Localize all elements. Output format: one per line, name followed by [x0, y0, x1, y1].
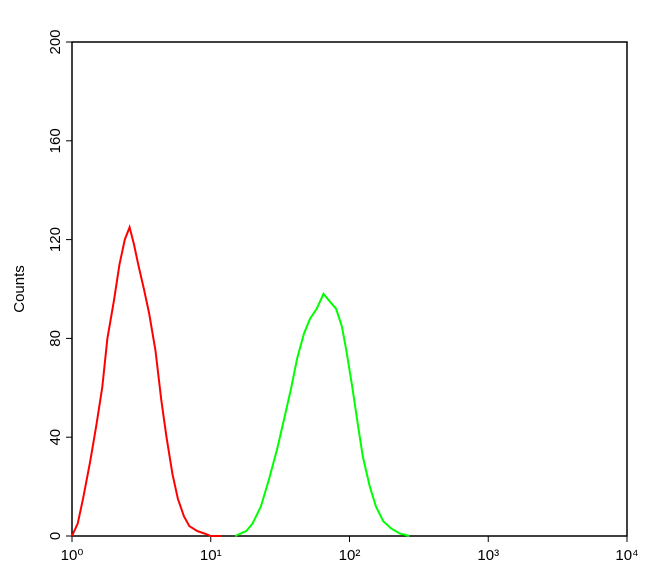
x-tick-label: 10⁴ — [615, 547, 638, 564]
y-tick-label: 80 — [47, 330, 64, 347]
y-tick-label: 200 — [47, 29, 64, 54]
histogram-line — [234, 292, 410, 537]
histogram-line — [71, 224, 222, 537]
y-tick-label: 160 — [47, 128, 64, 153]
y-tick-label: 40 — [47, 429, 64, 446]
y-tick-label: 120 — [47, 227, 64, 252]
x-tick-label: 10³ — [477, 547, 499, 564]
y-axis-label: Counts — [11, 265, 28, 313]
plot-frame — [71, 41, 628, 537]
y-tick-label: 0 — [47, 532, 64, 540]
x-tick-label: 10¹ — [200, 547, 222, 564]
x-tick-label: 10⁰ — [61, 547, 84, 564]
x-tick-label: 10² — [339, 547, 361, 564]
